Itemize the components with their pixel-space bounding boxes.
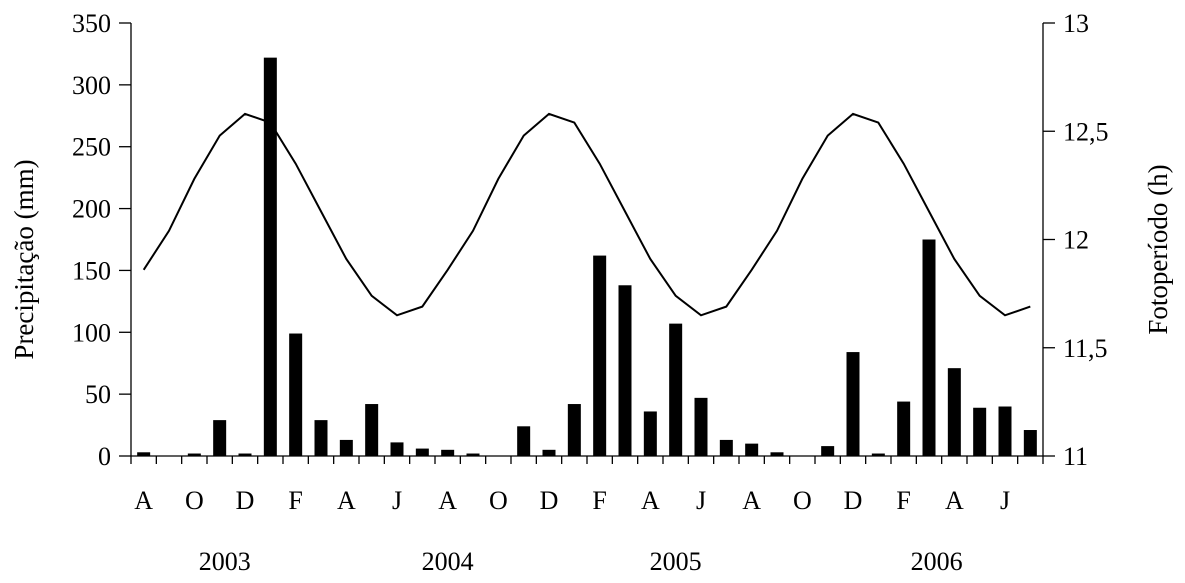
precipitation-bar	[846, 352, 860, 456]
year-label: 2005	[650, 547, 702, 576]
y2-tick-label: 13	[1063, 9, 1089, 38]
precipitation-bar	[238, 453, 252, 456]
precipitation-bar	[821, 446, 835, 456]
precipitation-bar	[289, 333, 303, 456]
month-label: F	[896, 486, 910, 515]
y-tick-label: 0	[98, 442, 111, 471]
precipitation-bar	[669, 323, 683, 456]
precipitation-bar	[263, 57, 277, 456]
y-tick-label: 50	[85, 380, 111, 409]
y2-axis-title: Fotoperíodo (h)	[1143, 164, 1173, 334]
precipitation-bar	[973, 407, 987, 456]
precipitation-bar	[415, 448, 429, 456]
month-label: J	[1000, 486, 1010, 515]
precipitation-bar	[441, 449, 455, 456]
y-tick-label: 200	[72, 195, 111, 224]
precipitation-bar	[390, 442, 404, 456]
month-label: A	[438, 486, 457, 515]
y-tick-label: 250	[72, 133, 111, 162]
precipitation-bar	[187, 453, 201, 456]
precipitation-bar	[314, 420, 328, 456]
y-tick-label: 100	[72, 318, 111, 347]
precipitation-bar	[897, 401, 911, 456]
precipitation-bar	[466, 453, 480, 456]
y-tick-label: 150	[72, 256, 111, 285]
month-label: A	[337, 486, 356, 515]
photoperiod-line	[142, 112, 1031, 317]
month-label: A	[134, 486, 153, 515]
precipitation-bar	[339, 439, 353, 456]
y-tick-label: 350	[72, 9, 111, 38]
precipitation-bar	[947, 368, 961, 456]
precipitation-bar	[593, 255, 607, 456]
y2-tick-label: 12,5	[1063, 117, 1109, 146]
month-label: O	[185, 486, 204, 515]
month-label: J	[696, 486, 706, 515]
precipitation-bar	[517, 426, 531, 456]
precipitation-bar	[770, 452, 784, 456]
month-label: D	[236, 486, 255, 515]
year-label: 2006	[911, 547, 963, 576]
month-label: O	[793, 486, 812, 515]
month-label: F	[288, 486, 302, 515]
right-y-ticks: 11 11,5 12 12,5 13	[1043, 9, 1109, 471]
month-label: O	[489, 486, 508, 515]
precipitation-bar	[1023, 430, 1037, 456]
left-y-ticks: 0 50 100 150 200 250 300 350	[72, 9, 131, 471]
year-label: 2003	[199, 547, 251, 576]
month-label: D	[844, 486, 863, 515]
precipitation-bar	[694, 397, 708, 456]
precipitation-bars	[137, 57, 1037, 456]
precipitation-bar	[922, 239, 936, 456]
y2-tick-label: 11,5	[1063, 334, 1108, 363]
precipitation-bar	[567, 404, 581, 456]
month-label: D	[540, 486, 559, 515]
precipitation-bar	[745, 443, 759, 456]
precipitation-bar	[365, 404, 379, 456]
y2-tick-label: 12	[1063, 226, 1089, 255]
y2-tick-label: 11	[1063, 442, 1088, 471]
precipitation-bar	[643, 411, 657, 456]
y-axis-title: Precipitação (mm)	[9, 159, 39, 359]
month-label: A	[742, 486, 761, 515]
x-ticks	[130, 456, 1044, 464]
y-tick-label: 300	[72, 71, 111, 100]
precipitation-bar	[137, 452, 151, 456]
month-label: F	[592, 486, 606, 515]
precipitation-bar	[998, 406, 1012, 456]
year-label: 2004	[422, 547, 474, 576]
month-label: A	[945, 486, 964, 515]
precipitation-bar	[871, 453, 885, 456]
precipitation-bar	[719, 439, 733, 456]
year-labels: 2003 2004 2005 2006	[199, 547, 963, 576]
precipitation-bar	[542, 449, 556, 456]
axes: 0 50 100 150 200 250 300 350 11 11,5 12 12,5 13	[72, 9, 1109, 471]
month-label: J	[392, 486, 402, 515]
precipitation-bar	[618, 285, 632, 456]
month-label: A	[641, 486, 660, 515]
precipitation-bar	[213, 420, 227, 456]
